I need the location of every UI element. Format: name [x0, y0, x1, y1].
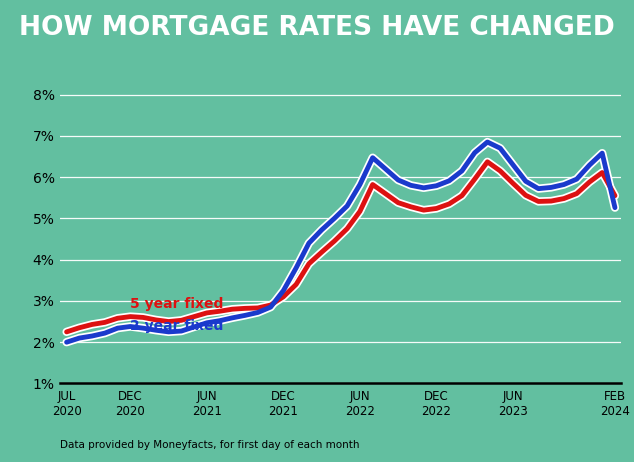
Text: Data provided by Moneyfacts, for first day of each month: Data provided by Moneyfacts, for first d…: [60, 440, 359, 450]
Text: HOW MORTGAGE RATES HAVE CHANGED: HOW MORTGAGE RATES HAVE CHANGED: [19, 15, 615, 41]
Text: 5 year fixed: 5 year fixed: [131, 298, 224, 311]
Text: 2 year fixed: 2 year fixed: [131, 319, 224, 333]
